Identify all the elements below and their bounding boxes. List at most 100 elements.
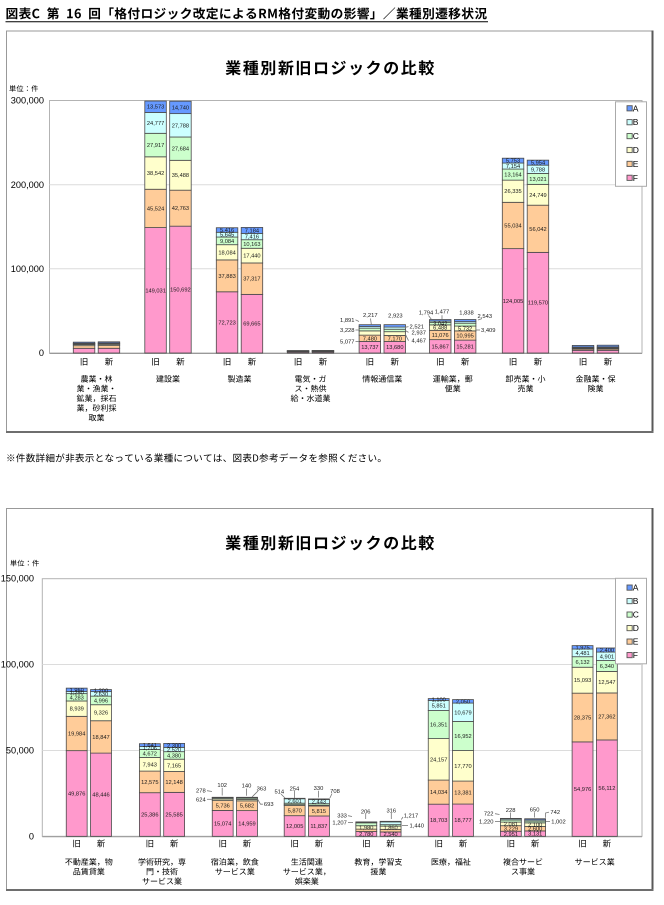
svg-text:26,335: 26,335 [504,189,521,195]
svg-text:28,375: 28,375 [574,716,591,722]
svg-text:4,996: 4,996 [94,698,108,704]
svg-text:2,300: 2,300 [167,743,181,749]
svg-text:2,540: 2,540 [383,832,397,838]
svg-text:15,867: 15,867 [431,344,448,350]
svg-text:1,980: 1,980 [359,825,373,831]
svg-text:363: 363 [257,786,267,792]
svg-text:15,281: 15,281 [456,345,473,351]
svg-text:150,692: 150,692 [170,288,191,294]
svg-text:3,229: 3,229 [504,827,518,833]
svg-text:2,600: 2,600 [528,827,542,833]
svg-text:13,680: 13,680 [386,345,403,351]
svg-text:A: A [633,583,639,593]
svg-text:49,876: 49,876 [68,792,85,798]
svg-text:100,000: 100,000 [11,264,44,274]
svg-text:2,780: 2,780 [359,832,373,838]
svg-text:1,975: 1,975 [575,645,589,651]
svg-text:C: C [633,131,639,141]
svg-text:1,838: 1,838 [459,311,474,317]
svg-text:228: 228 [506,808,516,814]
svg-text:1,100: 1,100 [432,698,446,704]
svg-text:18,777: 18,777 [454,818,471,824]
svg-text:6,488: 6,488 [433,326,447,332]
svg-text:9,084: 9,084 [220,239,234,245]
svg-text:7,943: 7,943 [143,762,157,768]
svg-text:0: 0 [29,832,34,842]
svg-text:24,749: 24,749 [529,193,546,199]
svg-text:4,901: 4,901 [600,654,614,660]
svg-text:7,154: 7,154 [506,164,520,170]
svg-text:1,641: 1,641 [143,743,157,749]
svg-text:15,093: 15,093 [574,678,591,684]
svg-text:2,630: 2,630 [94,692,108,698]
svg-text:13,737: 13,737 [361,345,378,351]
svg-text:F: F [633,650,638,660]
svg-text:2,951: 2,951 [504,832,518,838]
svg-text:9,788: 9,788 [531,167,545,173]
svg-text:1,706: 1,706 [143,746,157,752]
svg-text:3,131: 3,131 [528,832,542,838]
svg-text:124,005: 124,005 [503,299,524,305]
svg-text:278: 278 [196,789,206,795]
svg-text:37,883: 37,883 [218,274,235,280]
svg-text:C: C [633,610,639,620]
svg-text:12,148: 12,148 [165,780,182,786]
svg-text:1,440: 1,440 [410,824,425,830]
svg-text:D: D [633,145,639,155]
svg-text:A: A [633,103,639,113]
svg-text:8,939: 8,939 [70,707,84,713]
svg-text:149,031: 149,031 [145,288,166,294]
svg-text:624: 624 [196,797,206,803]
svg-text:D: D [633,623,639,633]
svg-text:13,573: 13,573 [147,105,164,111]
svg-text:B: B [633,596,639,606]
svg-text:2,400: 2,400 [600,648,614,654]
svg-text:3,042: 3,042 [433,322,447,328]
svg-text:27,362: 27,362 [598,714,615,720]
svg-text:5,416: 5,416 [220,228,234,234]
svg-text:1,207: 1,207 [332,820,347,826]
svg-text:1,794: 1,794 [419,311,434,317]
svg-text:18,703: 18,703 [430,818,447,824]
svg-text:5,077: 5,077 [340,340,355,346]
svg-text:330: 330 [314,786,324,792]
svg-text:E: E [633,637,639,647]
svg-text:12,547: 12,547 [598,680,615,686]
svg-text:10,163: 10,163 [243,242,260,248]
svg-text:693: 693 [264,802,274,808]
svg-text:25,386: 25,386 [141,813,158,819]
svg-text:27,917: 27,917 [147,143,164,149]
svg-text:316: 316 [386,808,396,814]
svg-text:56,042: 56,042 [529,227,546,233]
svg-text:10,995: 10,995 [456,334,473,340]
svg-text:2,217: 2,217 [363,313,378,319]
svg-text:1,250: 1,250 [70,691,84,697]
svg-text:7,416: 7,416 [245,235,259,241]
svg-text:2,937: 2,937 [412,330,427,336]
svg-text:17,770: 17,770 [454,764,471,770]
svg-text:5,645: 5,645 [220,233,234,239]
svg-text:1,200: 1,200 [94,689,108,695]
svg-text:2,601: 2,601 [288,799,302,805]
svg-text:17,440: 17,440 [243,254,260,260]
svg-text:722: 722 [484,812,494,818]
svg-text:50,000: 50,000 [6,746,34,756]
svg-text:16,952: 16,952 [454,734,471,740]
svg-text:69,665: 69,665 [243,322,260,328]
svg-text:1,891: 1,891 [340,318,355,324]
svg-text:24,157: 24,157 [430,757,447,763]
svg-text:54,976: 54,976 [574,787,591,793]
svg-text:4,467: 4,467 [412,339,427,345]
svg-text:6,340: 6,340 [600,664,614,670]
svg-text:102: 102 [217,783,227,789]
svg-text:55,034: 55,034 [504,224,521,230]
svg-text:72,723: 72,723 [218,320,235,326]
svg-text:5,753: 5,753 [506,159,520,165]
svg-text:3,228: 3,228 [340,328,355,334]
svg-text:37,317: 37,317 [243,277,260,283]
svg-text:13,381: 13,381 [454,791,471,797]
svg-text:F: F [633,173,638,183]
svg-text:333: 333 [337,814,347,820]
svg-text:650: 650 [530,808,540,814]
svg-text:45,524: 45,524 [147,206,164,212]
